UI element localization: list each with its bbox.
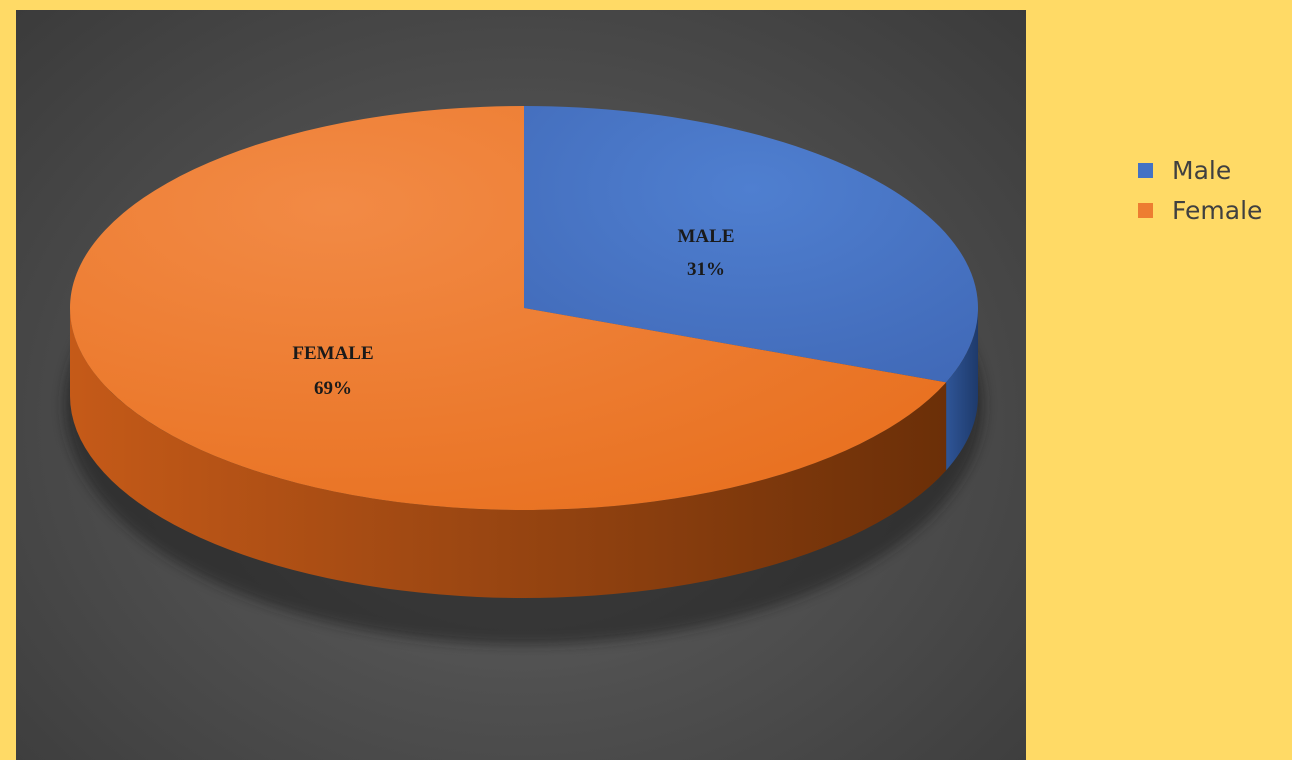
legend-label-female: Female [1172, 195, 1263, 225]
pie-side-female [70, 308, 947, 598]
pie-slices [69, 106, 979, 510]
slice-label-female-name: FEMALE [292, 343, 373, 364]
slice-labels: MALE 31% FEMALE 69% [292, 226, 734, 399]
legend: Male Female [1138, 150, 1262, 230]
legend-swatch-male [1138, 162, 1153, 178]
slice-label-male-name: MALE [678, 226, 735, 247]
legend-item-male: Male [1138, 150, 1262, 190]
legend-item-female: Female [1138, 190, 1262, 230]
pie-chart: MALE 31% FEMALE 69% [64, 106, 984, 645]
pie-slice-male [524, 106, 979, 383]
slice-label-female-value: 69% [314, 378, 352, 399]
pie-side-male [946, 308, 978, 471]
pie-sides [70, 308, 978, 598]
legend-label-male: Male [1172, 155, 1232, 185]
legend-swatch-female [1138, 202, 1153, 218]
slice-label-male-value: 31% [687, 259, 725, 280]
plot-area: MALE 31% FEMALE 69% [16, 10, 1026, 760]
pie-slice-female [69, 106, 947, 510]
